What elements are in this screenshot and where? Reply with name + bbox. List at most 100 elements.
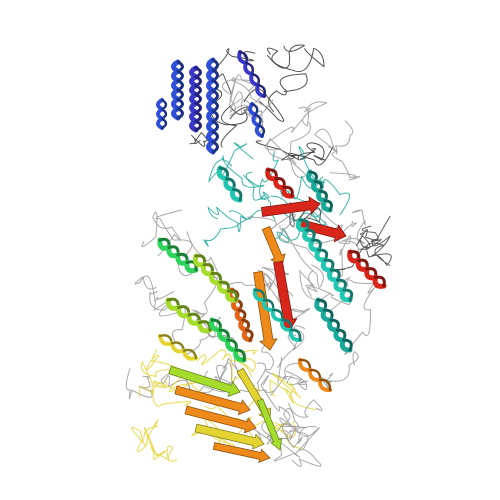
loop-coil [125,368,153,400]
loop-coil [320,351,359,389]
helix-turn-back [323,199,333,212]
loop-coil [298,269,332,303]
loop-coil [189,132,208,147]
loop-coil [232,349,258,377]
loop-coil [314,120,354,153]
alpha-helix [165,297,213,334]
loop-coil [278,229,324,288]
alpha-helix [306,169,333,213]
helix-turn-front [339,337,353,353]
helix-turn-front [206,139,216,155]
loop-coil [221,155,265,188]
loop-coil [141,361,209,419]
helix-turn-back [182,348,198,360]
helix-turn-back [289,328,302,342]
helix-turn-back [244,328,254,342]
loop-coil [329,150,361,181]
helix-turn-back [234,348,246,362]
helix-turn-back [231,187,243,202]
helix-turn-front [156,116,164,130]
loop-coil [267,47,325,73]
alpha-helix [237,50,266,98]
loop-coil [229,77,255,113]
loop-coil [280,145,334,166]
beta-strand-arrow [194,423,265,450]
alpha-helix [171,59,184,121]
helix-turn-back [257,124,266,138]
helix-turn-front [182,348,198,361]
helix-turn-front [184,260,199,274]
helix-turn-front [339,287,353,303]
alpha-helix [227,287,254,343]
loop-coil [277,334,297,384]
helix-turn-front [255,83,266,98]
loop-coil [285,370,309,391]
loop-coil [359,215,391,249]
helix-turn-front [189,118,199,133]
loop-coil [221,79,269,107]
helix-turn-front [225,288,239,303]
loop-coil [131,419,159,453]
helix-turn-back [198,320,212,332]
alpha-helix [156,98,168,130]
alpha-helix [209,317,247,363]
loop-coil [271,372,317,410]
loop-coil [333,234,351,286]
alpha-helix [206,57,219,155]
loop-coil [214,354,245,387]
loop-coil [260,374,307,433]
loop-coil [186,231,219,279]
helix-turn-back [211,140,219,154]
helix-turn-front [254,123,264,138]
alpha-helix [248,102,266,138]
helix-turn-back [342,288,354,302]
helix-turn-back [374,275,386,288]
alpha-helix [189,65,202,133]
helix-turn-front [288,328,302,342]
loop-coil [134,275,157,302]
helix-turn-front [233,347,247,363]
loop-coil [366,235,392,266]
beta-strand-arrow [168,365,241,397]
beta-strand-arrow [212,442,271,464]
alpha-helix [347,249,387,289]
helix-turn-back [176,107,184,120]
alpha-helix-layer [156,50,387,393]
loop-coil [267,44,305,69]
helix-turn-back [160,117,168,130]
beta-strand-arrow [174,385,251,416]
helix-turn-front [281,184,295,199]
beta-strand-arrow [260,196,321,217]
loop-coil [341,209,366,257]
loop-coil [203,206,239,247]
loop-coil [247,213,296,231]
loop-coil [264,101,328,151]
alpha-helix [297,358,332,393]
loop-coil [220,105,249,148]
helix-turn-back [282,185,294,198]
loop-coil [259,151,279,201]
helix-turn-front [197,320,213,334]
helix-turn-back [318,378,332,392]
helix-turn-front [372,275,387,289]
helix-turn-back [226,289,238,302]
loop-coil [144,427,178,462]
helix-turn-front [229,186,243,203]
helix-turn-front [317,378,332,393]
beta-strand-arrow [256,398,283,451]
loop-coil [281,308,310,351]
loop-coil [229,209,262,233]
loop-coil [145,349,193,393]
alpha-helix [314,297,353,353]
loop-coil [245,171,276,221]
alpha-helix [158,334,198,361]
helix-turn-front [171,106,181,121]
loop-coil [255,140,326,161]
alpha-helix [265,167,295,199]
loop-coil [344,279,378,355]
loop-coil [197,313,221,339]
beta-sheet-layer [168,196,347,464]
loop-coil [261,337,308,385]
